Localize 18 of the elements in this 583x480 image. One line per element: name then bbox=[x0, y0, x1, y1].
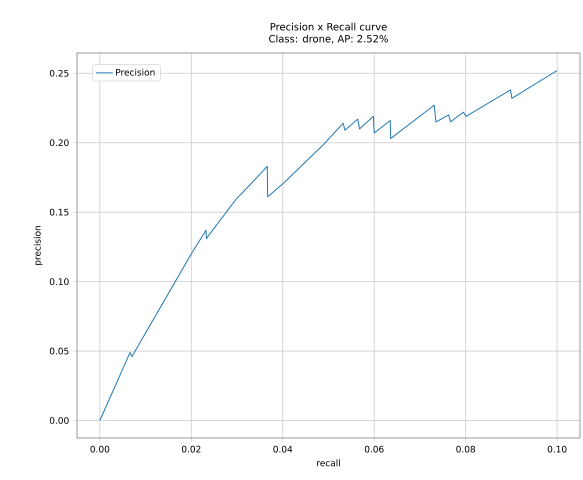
line-series bbox=[99, 70, 558, 421]
y-tick-label: 0.20 bbox=[50, 139, 69, 146]
x-tick-label: 0.02 bbox=[182, 446, 200, 453]
y-tick-label: 0.10 bbox=[50, 278, 69, 285]
y-tick-label: 0.00 bbox=[50, 417, 69, 424]
y-tick-label: 0.05 bbox=[50, 348, 68, 354]
x-tick-label: 0.06 bbox=[364, 446, 384, 453]
legend-label: Precision bbox=[116, 68, 155, 76]
x-tick-label: 0.08 bbox=[456, 446, 476, 453]
x-tick-label: 0.04 bbox=[273, 446, 292, 453]
x-tick-label: 0.00 bbox=[90, 446, 110, 453]
chart-title: Precision x Recall curve bbox=[270, 22, 387, 31]
y-axis-title: precision bbox=[34, 226, 42, 265]
x-axis-title: recall bbox=[317, 459, 340, 466]
y-tick-label: 0.15 bbox=[50, 208, 68, 216]
chart-subtitle: Class: drone, AP: 2.52% bbox=[269, 34, 388, 44]
x-tick-label: 0.10 bbox=[548, 446, 567, 453]
y-tick-label: 0.25 bbox=[50, 70, 68, 77]
